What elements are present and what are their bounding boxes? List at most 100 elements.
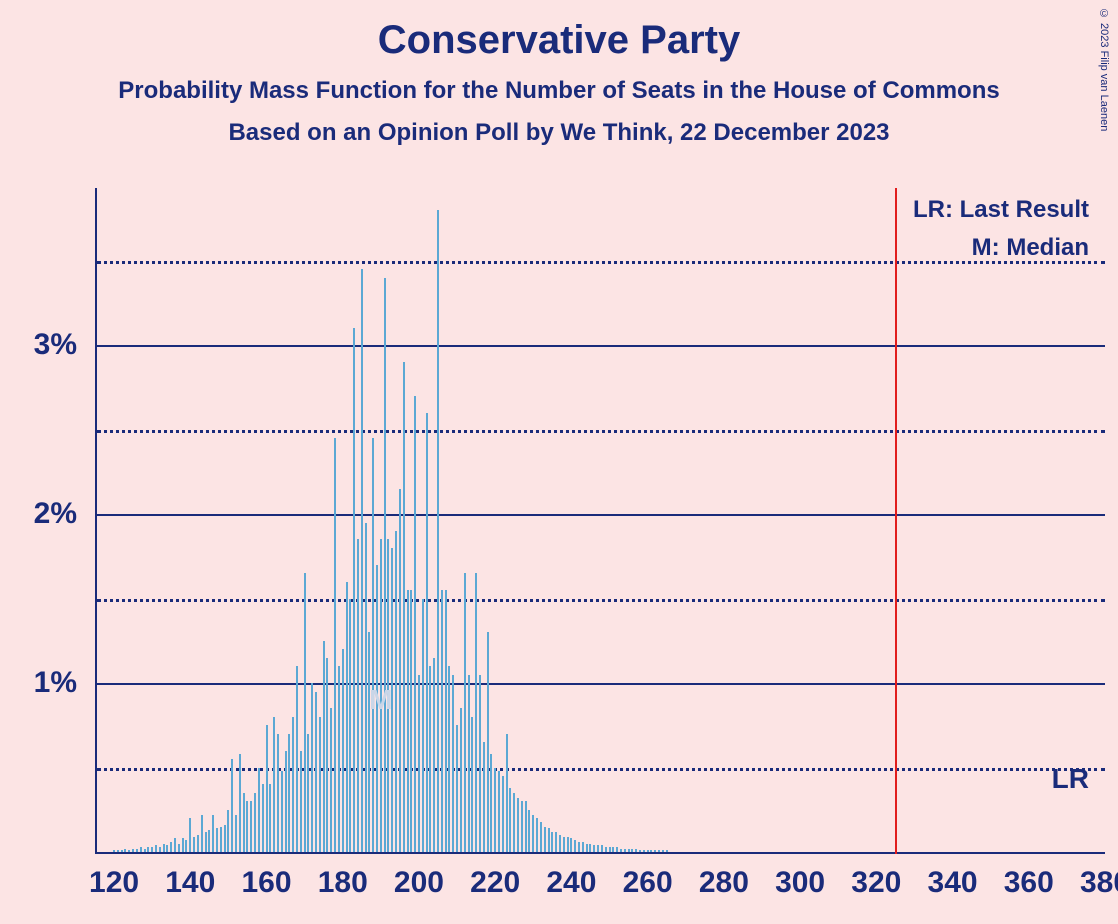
bar — [304, 573, 306, 852]
x-tick-label: 200 — [394, 866, 444, 900]
bar — [502, 776, 504, 852]
bar — [384, 278, 386, 852]
bar — [281, 771, 283, 852]
bar — [658, 850, 660, 852]
bar — [593, 845, 595, 852]
bar — [635, 849, 637, 852]
bar — [262, 784, 264, 852]
bar — [296, 666, 298, 852]
bar — [506, 734, 508, 852]
bar — [414, 396, 416, 852]
x-tick-label: 380 — [1080, 866, 1118, 900]
bar — [441, 590, 443, 852]
bar — [620, 849, 622, 852]
bar — [536, 818, 538, 852]
bar — [117, 850, 119, 852]
bar — [567, 837, 569, 852]
bar — [643, 850, 645, 852]
bar — [407, 590, 409, 852]
bar — [433, 658, 435, 852]
bar — [163, 844, 165, 852]
bar — [155, 845, 157, 852]
bar — [357, 539, 359, 852]
bar — [578, 842, 580, 852]
bar — [342, 649, 344, 852]
bar — [349, 599, 351, 852]
bar — [490, 754, 492, 852]
bar — [311, 683, 313, 852]
bar — [395, 531, 397, 852]
bar — [124, 849, 126, 852]
bar — [185, 840, 187, 852]
title-subtitle: Probability Mass Function for the Number… — [0, 77, 1118, 105]
bar — [422, 599, 424, 852]
bar — [235, 815, 237, 852]
bar — [246, 801, 248, 852]
bar — [570, 838, 572, 852]
bar — [471, 717, 473, 852]
bar — [220, 827, 222, 852]
title-block: Conservative Party Probability Mass Func… — [0, 0, 1118, 147]
bar — [166, 845, 168, 852]
x-tick-label: 340 — [928, 866, 978, 900]
bar — [551, 832, 553, 852]
bar — [521, 801, 523, 852]
bar — [288, 734, 290, 852]
bar — [666, 850, 668, 852]
bar — [319, 717, 321, 852]
bar — [452, 675, 454, 852]
bar — [517, 798, 519, 852]
bar — [647, 850, 649, 852]
bar — [205, 832, 207, 852]
bar — [315, 692, 317, 853]
bar — [300, 751, 302, 852]
bar — [361, 269, 363, 852]
bar — [323, 641, 325, 852]
bar — [563, 837, 565, 852]
bar — [654, 850, 656, 852]
bar — [574, 840, 576, 852]
bar — [582, 842, 584, 852]
bar — [399, 489, 401, 852]
bar — [330, 708, 332, 852]
bar — [464, 573, 466, 852]
bar — [498, 771, 500, 852]
copyright-text: © 2023 Filip van Laenen — [1098, 8, 1110, 131]
bar — [494, 768, 496, 852]
bar — [429, 666, 431, 852]
x-tick-label: 140 — [165, 866, 215, 900]
bar — [144, 849, 146, 852]
bar — [616, 847, 618, 852]
bar — [159, 847, 161, 852]
bar — [612, 847, 614, 852]
bar — [403, 362, 405, 852]
x-tick-label: 180 — [318, 866, 368, 900]
bar — [197, 835, 199, 852]
bar — [479, 675, 481, 852]
bar — [151, 847, 153, 852]
bar — [334, 438, 336, 852]
bar — [193, 837, 195, 852]
x-tick-label: 240 — [546, 866, 596, 900]
bar — [365, 523, 367, 852]
bar — [147, 847, 149, 852]
x-tick-label: 280 — [699, 866, 749, 900]
bar — [353, 328, 355, 852]
x-tick-label: 300 — [775, 866, 825, 900]
bar — [224, 825, 226, 852]
chart-area: 1%2%3% LR: Last Result M: Median M LR 12… — [95, 188, 1105, 852]
bar — [528, 810, 530, 852]
x-tick-label: 260 — [623, 866, 673, 900]
bar — [525, 801, 527, 852]
bar — [201, 815, 203, 852]
bar — [639, 850, 641, 852]
bar — [513, 793, 515, 852]
bar — [650, 850, 652, 852]
bar — [483, 742, 485, 852]
bar — [285, 751, 287, 852]
bar — [254, 793, 256, 852]
bar — [487, 632, 489, 852]
lr-marker: LR — [1052, 763, 1089, 795]
bar — [601, 845, 603, 852]
bar — [307, 734, 309, 852]
